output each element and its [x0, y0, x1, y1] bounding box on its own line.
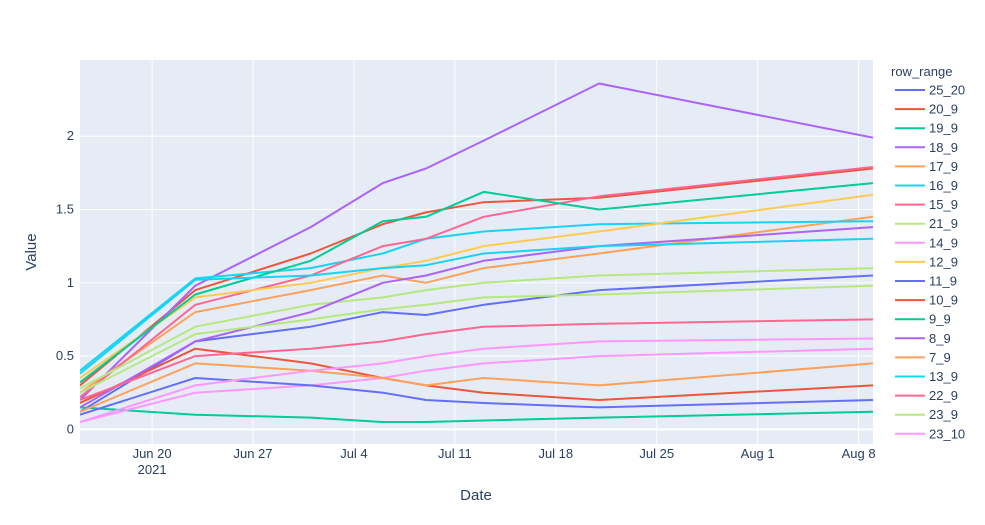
legend-item[interactable]: 13_9 [895, 369, 958, 384]
legend-item-label: 25_20 [929, 83, 965, 98]
legend-item-label: 7_9 [929, 350, 951, 365]
series-line-14-9 [80, 347, 873, 423]
y-tick-label: 2 [67, 128, 74, 143]
legend-item[interactable]: 18_9 [895, 140, 958, 155]
y-axis-title: Value [23, 233, 40, 270]
legend-item[interactable]: 19_9 [895, 121, 958, 136]
series-line-8-9 [80, 226, 873, 409]
y-tick-label: 1 [67, 275, 74, 290]
legend-item[interactable]: 17_9 [895, 159, 958, 174]
y-gridlines [80, 135, 873, 431]
series-line-9-9 [80, 182, 873, 384]
x-tick-label: Jun 27 [233, 446, 272, 461]
x-tick-label: Jul 18 [538, 446, 573, 461]
legend-item[interactable]: 20_9 [895, 102, 958, 117]
series-line-13-9 [80, 237, 873, 375]
legend-item-label: 9_9 [929, 312, 951, 327]
series-lines [80, 82, 873, 423]
series-line-23-9 [80, 284, 873, 394]
x-tick-sublabel: 2021 [138, 462, 167, 477]
legend-item[interactable]: 21_9 [895, 216, 958, 231]
legend-item[interactable]: 14_9 [895, 235, 958, 250]
legend-item-label: 17_9 [929, 159, 958, 174]
series-line-16-9 [80, 220, 873, 372]
series-line-15-9 [80, 166, 873, 398]
x-tick-label: Jul 11 [438, 446, 472, 461]
legend-item-label: 22_9 [929, 388, 958, 403]
legend-item-label: 23_9 [929, 407, 958, 422]
x-tick-label: Aug 8 [842, 446, 876, 461]
legend-item-label: 11_9 [929, 274, 957, 289]
legend-item-label: 10_9 [929, 293, 958, 308]
legend-item[interactable]: 12_9 [895, 254, 958, 269]
y-tick-label: 0 [67, 421, 74, 436]
series-line-11-9 [80, 377, 873, 416]
legend: row_range 25_20 20_9 19_9 18_9 17_9 16_9 15_9 2… [891, 64, 965, 441]
legend-title: row_range [891, 64, 952, 79]
series-line-22-9 [80, 318, 873, 401]
legend-item[interactable]: 11_9 [895, 274, 957, 289]
series-line-19-9 [80, 406, 873, 423]
legend-item-label: 19_9 [929, 121, 958, 136]
y-axis-ticks: 0 0.5 1 1.5 2 [56, 128, 74, 436]
series-line-21-9 [80, 267, 873, 390]
legend-item[interactable]: 7_9 [895, 350, 951, 365]
x-tick-label: Aug 1 [741, 446, 775, 461]
series-line-7-9 [80, 362, 873, 413]
legend-item[interactable]: 10_9 [895, 293, 958, 308]
legend-item-label: 13_9 [929, 369, 958, 384]
series-line-23-10 [80, 337, 873, 423]
legend-item-label: 21_9 [929, 216, 958, 231]
y-tick-label: 1.5 [56, 201, 74, 216]
x-tick-label: Jul 4 [340, 446, 367, 461]
legend-item-label: 18_9 [929, 140, 958, 155]
legend-item[interactable]: 9_9 [895, 312, 951, 327]
legend-item[interactable]: 22_9 [895, 388, 958, 403]
legend-item-label: 20_9 [929, 102, 958, 117]
x-tick-label: Jul 25 [639, 446, 674, 461]
series-line-25-20 [80, 274, 873, 413]
legend-item-label: 8_9 [929, 331, 951, 346]
y-tick-label: 0.5 [56, 348, 74, 363]
plot-background [80, 60, 873, 444]
legend-item-label: 23_10 [929, 426, 965, 441]
legend-item[interactable]: 23_10 [895, 426, 965, 441]
x-axis-title: Date [460, 487, 492, 504]
series-line-12-9 [80, 193, 873, 379]
legend-item-label: 15_9 [929, 197, 958, 212]
x-tick-label: Jun 20 [133, 446, 172, 461]
legend-item[interactable]: 25_20 [895, 83, 965, 98]
legend-item-label: 14_9 [929, 235, 958, 250]
legend-item[interactable]: 15_9 [895, 197, 958, 212]
legend-item-label: 16_9 [929, 178, 958, 193]
legend-item[interactable]: 16_9 [895, 178, 958, 193]
legend-item-label: 12_9 [929, 254, 958, 269]
legend-item[interactable]: 8_9 [895, 331, 951, 346]
legend-item[interactable]: 23_9 [895, 407, 958, 422]
